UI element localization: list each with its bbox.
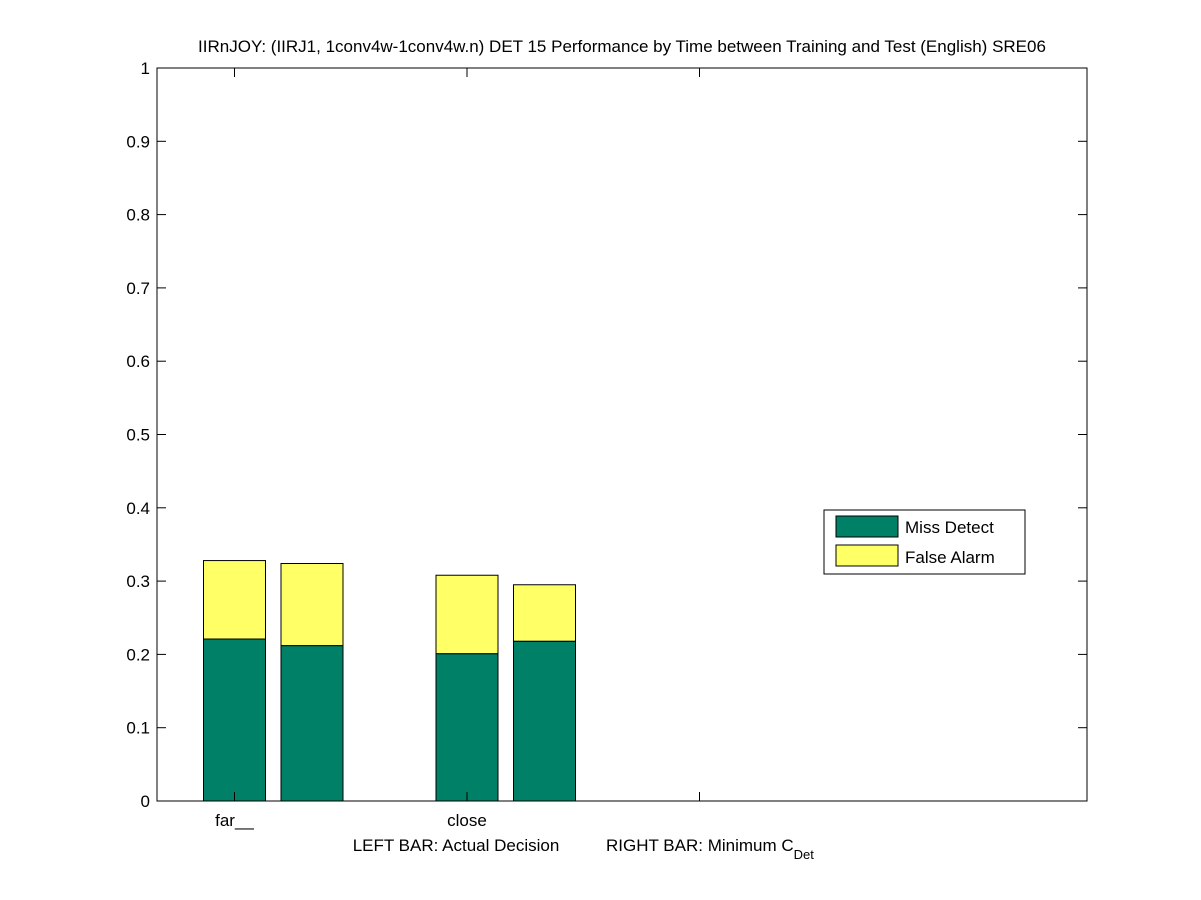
y-tick-label: 0.9 (126, 132, 150, 151)
bar-false-alarm-far-minimum-cdet (280, 563, 344, 647)
legend-swatch-miss-detect (835, 515, 899, 538)
ticks-layer: 0 0.1 0.2 0.3 0.4 0.5 0.6 0.7 0.8 0.9 1 far__ close (126, 59, 1087, 830)
x-axis-label-right-subscript: Det (794, 847, 815, 862)
y-tick-label: 0.3 (126, 572, 150, 591)
y-tick-label: 0.1 (126, 719, 150, 738)
bar-miss-detect-far-actual-decision (203, 638, 266, 802)
y-tick-label: 0 (141, 792, 150, 811)
bar-miss-detect-close-minimum-cdet (513, 640, 576, 802)
y-tick-label: 0.8 (126, 206, 150, 225)
chart-title: IIRnJOY: (IIRJ1, 1conv4w-1conv4w.n) DET … (198, 37, 1046, 56)
x-axis-label-right-text: RIGHT BAR: Minimum C (606, 836, 794, 855)
x-group-label: close (447, 811, 487, 830)
plot-area: 0 0.1 0.2 0.3 0.4 0.5 0.6 0.7 0.8 0.9 1 far__ close (126, 59, 1088, 830)
bar-false-alarm-close-minimum-cdet (513, 584, 576, 642)
y-tick-label: 0.2 (126, 645, 150, 664)
legend: Miss Detect False Alarm (823, 509, 1026, 575)
x-group-label: far__ (215, 811, 254, 830)
bars-layer (203, 560, 576, 802)
bar-false-alarm-close-actual-decision (435, 574, 499, 655)
legend-label-false-alarm: False Alarm (905, 548, 995, 567)
y-tick-label: 0.6 (126, 352, 150, 371)
y-tick-label: 0.7 (126, 279, 150, 298)
bar-false-alarm-far-actual-decision (203, 560, 266, 640)
y-tick-label: 0.5 (126, 426, 150, 445)
bar-miss-detect-close-actual-decision (435, 653, 499, 802)
legend-label-miss-detect: Miss Detect (905, 518, 994, 537)
x-axis-label-right: RIGHT BAR: Minimum CDet (606, 836, 814, 862)
legend-swatch-false-alarm (835, 544, 899, 567)
y-tick-label: 0.4 (126, 499, 150, 518)
y-tick-label: 1 (141, 59, 150, 78)
x-axis-label: LEFT BAR: Actual Decision RIGHT BAR: Min… (353, 836, 815, 862)
bar-miss-detect-far-minimum-cdet (280, 645, 344, 802)
x-axis-label-left: LEFT BAR: Actual Decision (353, 836, 560, 855)
